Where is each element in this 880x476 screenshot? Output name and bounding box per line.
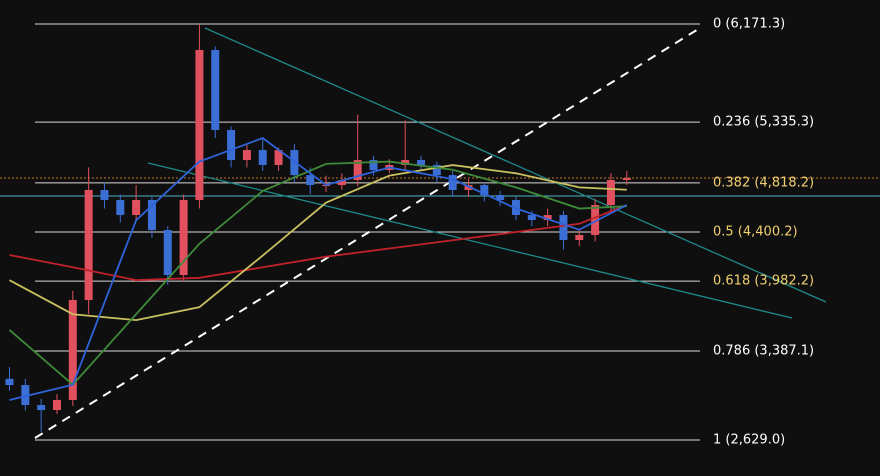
candle-body [622,178,631,180]
candle-body [242,150,251,161]
candle-body [195,49,204,200]
candle-body [464,185,473,190]
candle-body [84,189,93,301]
candle-body [591,205,600,235]
fib-level-label: 0.618 (3,982.2) [713,274,814,289]
candle-body [258,150,267,165]
candle-body [606,179,615,206]
candle-body [417,160,426,165]
fib-level-label: 1 (2,629.0) [713,433,785,448]
candle-body [527,214,536,221]
trend-line [204,27,827,303]
fib-level-label: 0.236 (5,335.3) [713,115,814,130]
fib-level-label: 0.382 (4,818.2) [713,175,814,190]
candle-body [480,185,489,196]
candle-body [369,160,378,171]
candle-body [559,214,568,241]
candle-body [21,385,30,406]
candle-body [116,199,125,215]
fib-level-label: 0.786 (3,387.1) [713,343,814,358]
candle-body [511,199,520,215]
candle-body [132,199,141,215]
candle-body [5,378,14,386]
candle-body [211,49,220,130]
candle-body [575,234,584,241]
moving-average [9,137,628,401]
moving-average [8,160,627,386]
fib-trend-line [34,27,701,439]
candle-body [68,300,77,400]
candle-body [306,175,315,186]
candle-body [52,399,61,411]
candle-body [274,150,283,165]
candle-body [432,164,441,176]
candle-body [163,230,172,276]
candle-body [353,160,362,180]
candle-body [448,175,457,190]
candle-body [100,189,109,200]
candle-body [147,199,156,231]
candle-body [401,160,410,165]
candle-body [37,405,46,411]
candle-body [496,195,505,200]
candle-body [227,129,236,161]
candle-body [337,179,346,186]
moving-average [9,164,627,322]
trend-line [147,162,793,319]
candle-body [543,214,552,221]
candle-body [179,199,188,276]
fib-level-label: 0.5 (4,400.2) [713,224,798,239]
fib-level-label: 0 (6,171.3) [713,17,785,32]
